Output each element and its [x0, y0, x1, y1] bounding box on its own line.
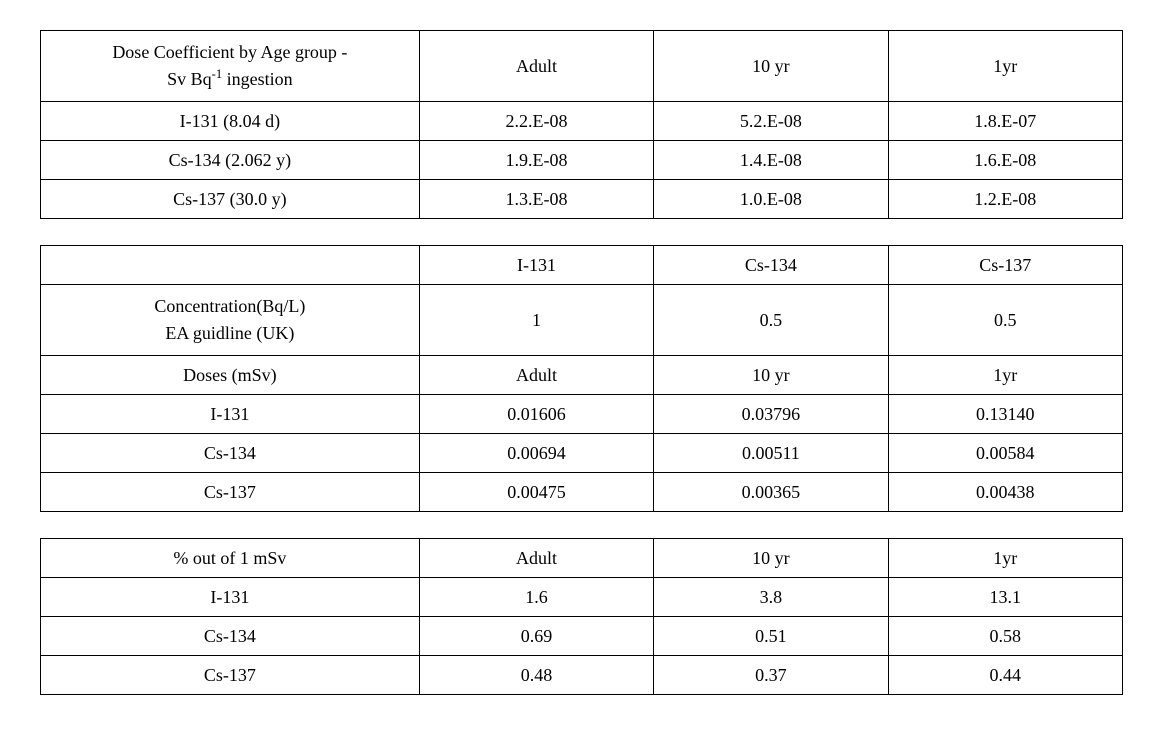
table-gap	[40, 219, 1123, 245]
header-1yr: 1yr	[888, 31, 1122, 102]
header-cs134: Cs-134	[654, 246, 888, 285]
row-value: 0.00584	[888, 434, 1122, 473]
row-label: Cs-137	[41, 473, 420, 512]
table-row: Cs-134 0.69 0.51 0.58	[41, 617, 1123, 656]
row-value: 0.69	[419, 617, 653, 656]
table-row: Cs-134 0.00694 0.00511 0.00584	[41, 434, 1123, 473]
row-value: 2.2.E-08	[419, 102, 653, 141]
doses-1yr: 1yr	[888, 356, 1122, 395]
percent-out-of-1msv-table: % out of 1 mSv Adult 10 yr 1yr I-131 1.6…	[40, 538, 1123, 695]
row-value: 0.00365	[654, 473, 888, 512]
doses-label: Doses (mSv)	[41, 356, 420, 395]
row-value: 1.8.E-07	[888, 102, 1122, 141]
header-i131: I-131	[419, 246, 653, 285]
row-value: 1.2.E-08	[888, 180, 1122, 219]
row-label: I-131	[41, 395, 420, 434]
row-value: 3.8	[654, 578, 888, 617]
concentration-label-line2: EA guidline (UK)	[165, 323, 294, 343]
header-blank	[41, 246, 420, 285]
table-header-row: I-131 Cs-134 Cs-137	[41, 246, 1123, 285]
row-value: 0.51	[654, 617, 888, 656]
row-label: Cs-137	[41, 656, 420, 695]
row-value: 0.00438	[888, 473, 1122, 512]
row-value: 0.48	[419, 656, 653, 695]
table-row: I-131 (8.04 d) 2.2.E-08 5.2.E-08 1.8.E-0…	[41, 102, 1123, 141]
header-adult: Adult	[419, 539, 653, 578]
header-label-line2: Sv Bq	[167, 69, 212, 89]
row-value: 1.6	[419, 578, 653, 617]
row-value: 0.58	[888, 617, 1122, 656]
header-label-sup: -1	[212, 67, 223, 81]
row-label: Cs-137 (30.0 y)	[41, 180, 420, 219]
row-value: 0.44	[888, 656, 1122, 695]
row-value: 5.2.E-08	[654, 102, 888, 141]
row-value: 0.37	[654, 656, 888, 695]
row-value: 1.6.E-08	[888, 141, 1122, 180]
row-value: 1.3.E-08	[419, 180, 653, 219]
row-value: 1.4.E-08	[654, 141, 888, 180]
table-header-row: % out of 1 mSv Adult 10 yr 1yr	[41, 539, 1123, 578]
row-value: 13.1	[888, 578, 1122, 617]
row-value: 1.0.E-08	[654, 180, 888, 219]
row-value: 0.00694	[419, 434, 653, 473]
row-label: Cs-134 (2.062 y)	[41, 141, 420, 180]
table-row: I-131 0.01606 0.03796 0.13140	[41, 395, 1123, 434]
header-adult: Adult	[419, 31, 653, 102]
doses-adult: Adult	[419, 356, 653, 395]
row-value: 0.13140	[888, 395, 1122, 434]
header-cs137: Cs-137	[888, 246, 1122, 285]
header-label-after-sup: ingestion	[222, 69, 293, 89]
header-10yr: 10 yr	[654, 539, 888, 578]
row-value: 1.9.E-08	[419, 141, 653, 180]
concentration-row: Concentration(Bq/L) EA guidline (UK) 1 0…	[41, 285, 1123, 356]
concentration-value: 1	[419, 285, 653, 356]
header-label-cell: Dose Coefficient by Age group - Sv Bq-1 …	[41, 31, 420, 102]
header-label-line1: Dose Coefficient by Age group -	[112, 42, 347, 62]
row-value: 0.00475	[419, 473, 653, 512]
concentration-doses-table: I-131 Cs-134 Cs-137 Concentration(Bq/L) …	[40, 245, 1123, 512]
table-row: Cs-134 (2.062 y) 1.9.E-08 1.4.E-08 1.6.E…	[41, 141, 1123, 180]
row-value: 0.01606	[419, 395, 653, 434]
concentration-value: 0.5	[888, 285, 1122, 356]
row-label: I-131 (8.04 d)	[41, 102, 420, 141]
row-value: 0.03796	[654, 395, 888, 434]
concentration-label-line1: Concentration(Bq/L)	[154, 296, 305, 316]
dose-coefficient-table: Dose Coefficient by Age group - Sv Bq-1 …	[40, 30, 1123, 219]
row-value: 0.00511	[654, 434, 888, 473]
table-row: I-131 1.6 3.8 13.1	[41, 578, 1123, 617]
table-row: Cs-137 0.00475 0.00365 0.00438	[41, 473, 1123, 512]
row-label: Cs-134	[41, 617, 420, 656]
table-row: Cs-137 (30.0 y) 1.3.E-08 1.0.E-08 1.2.E-…	[41, 180, 1123, 219]
doses-10yr: 10 yr	[654, 356, 888, 395]
row-label: Cs-134	[41, 434, 420, 473]
concentration-value: 0.5	[654, 285, 888, 356]
header-10yr: 10 yr	[654, 31, 888, 102]
header-1yr: 1yr	[888, 539, 1122, 578]
table-row: Cs-137 0.48 0.37 0.44	[41, 656, 1123, 695]
doses-header-row: Doses (mSv) Adult 10 yr 1yr	[41, 356, 1123, 395]
concentration-label-cell: Concentration(Bq/L) EA guidline (UK)	[41, 285, 420, 356]
header-label: % out of 1 mSv	[41, 539, 420, 578]
row-label: I-131	[41, 578, 420, 617]
table-gap	[40, 512, 1123, 538]
table-header-row: Dose Coefficient by Age group - Sv Bq-1 …	[41, 31, 1123, 102]
